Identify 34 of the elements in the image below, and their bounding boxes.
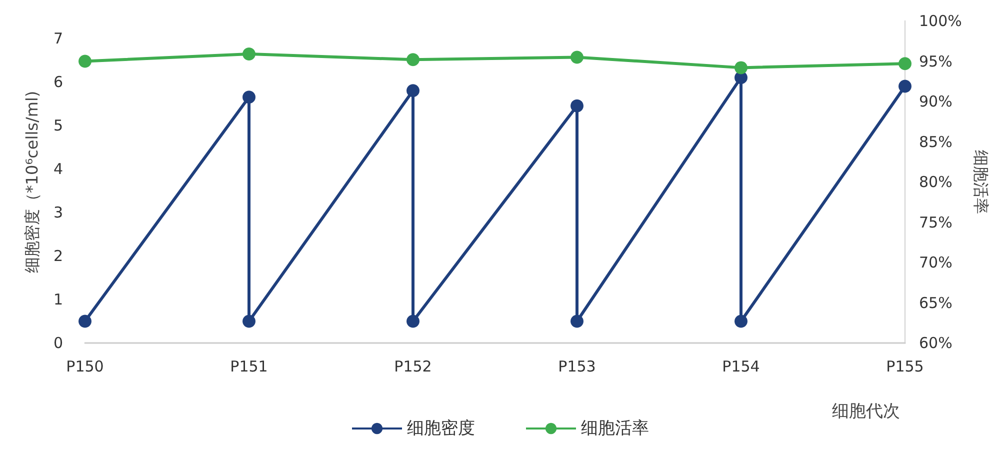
y-tick-label: 1 xyxy=(53,290,63,308)
x-tick-label: P150 xyxy=(66,358,104,376)
y2-tick-label: 85% xyxy=(919,132,952,151)
y2-tick-label: 70% xyxy=(919,254,952,272)
x-tick-label: P153 xyxy=(558,358,596,376)
y-tick-label: 4 xyxy=(53,160,63,178)
x-axis-title: 细胞代次 xyxy=(832,402,900,422)
y-tick-label: 0 xyxy=(53,334,63,352)
y2-axis-title: 细胞活率 xyxy=(971,150,990,214)
y-tick-label: 5 xyxy=(53,116,63,134)
point xyxy=(242,48,256,60)
point xyxy=(898,57,912,70)
y2-tick-label: 80% xyxy=(919,173,952,191)
y2-tick-label: 95% xyxy=(919,52,952,70)
legend-label: 细胞活率 xyxy=(581,418,649,438)
point xyxy=(78,54,92,68)
y-tick-label: 3 xyxy=(53,203,63,222)
point xyxy=(406,53,420,66)
y-axis-title: 细胞密度（*10⁶cells/ml) xyxy=(22,90,42,274)
y-tick-label: 6 xyxy=(53,72,63,91)
x-tick-label: P151 xyxy=(230,358,268,376)
y2-tick-label: 75% xyxy=(919,213,952,232)
legend-label: 细胞密度 xyxy=(407,418,475,438)
point xyxy=(734,61,748,74)
y2-tick-label: 90% xyxy=(919,92,952,110)
y-tick-label: 7 xyxy=(53,29,63,48)
y-tick-label: 2 xyxy=(53,246,63,265)
y2-tick-label: 65% xyxy=(919,294,952,312)
y2-tick-label: 100% xyxy=(919,12,962,30)
point xyxy=(570,50,584,64)
x-tick-label: P152 xyxy=(394,358,432,376)
y2-tick-label: 60% xyxy=(919,334,952,352)
x-tick-label: P154 xyxy=(722,358,760,376)
x-tick-label: P155 xyxy=(886,358,924,376)
